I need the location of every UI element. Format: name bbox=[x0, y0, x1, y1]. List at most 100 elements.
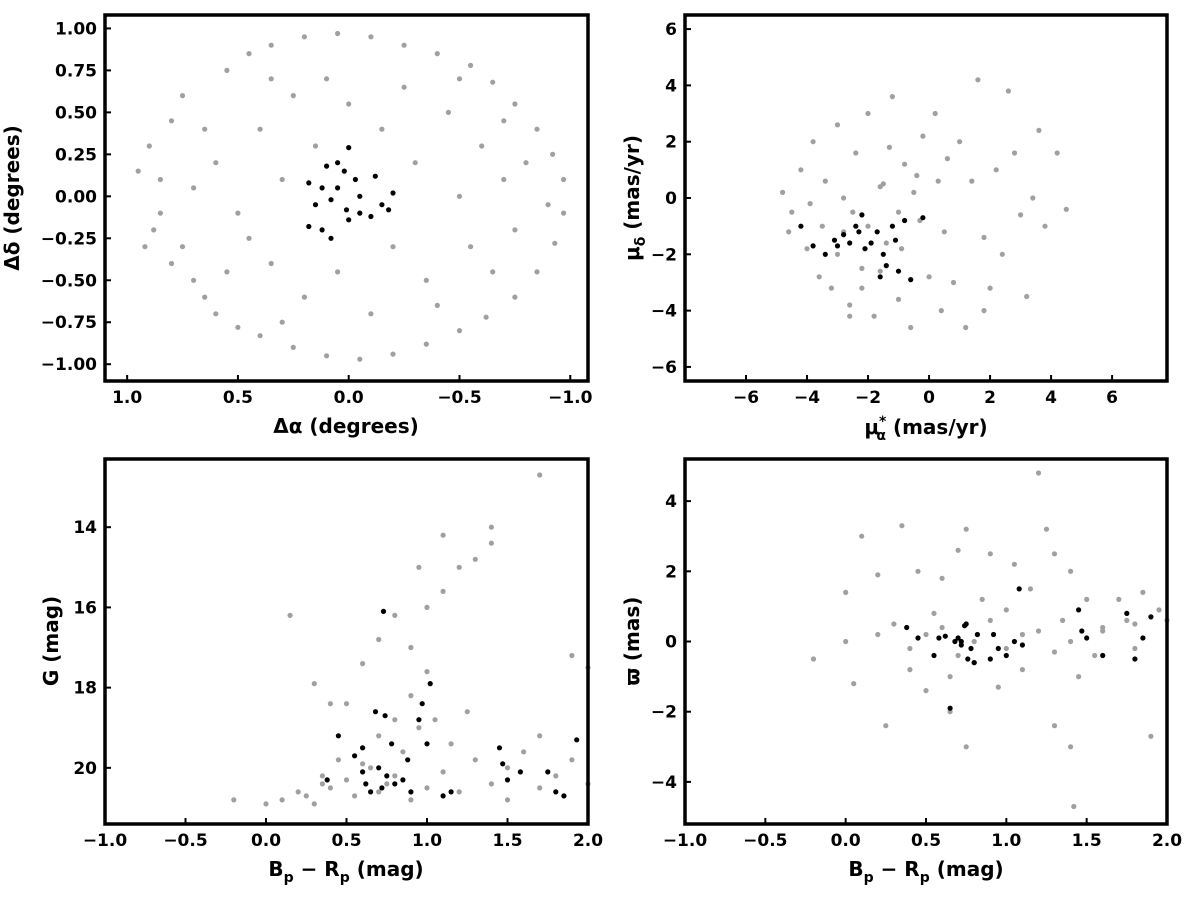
field-star-point bbox=[907, 667, 913, 673]
field-star-point bbox=[1116, 596, 1122, 603]
y-tick-label: −4 bbox=[651, 773, 677, 793]
plot-frame bbox=[683, 457, 1169, 826]
member-star-point bbox=[335, 733, 341, 739]
field-star-point bbox=[789, 209, 795, 215]
field-star-point bbox=[324, 76, 330, 82]
field-star-point bbox=[324, 353, 330, 359]
x-tick-label: 0.5 bbox=[223, 388, 253, 408]
y-tick-label: 0.25 bbox=[55, 145, 97, 165]
field-star-point bbox=[423, 277, 429, 283]
y-tick-label: 6 bbox=[665, 20, 677, 40]
field-star-point bbox=[440, 588, 446, 595]
field-star-point bbox=[819, 223, 825, 229]
field-star-point bbox=[479, 143, 485, 149]
field-star-point bbox=[135, 168, 141, 174]
member-star-point bbox=[561, 793, 567, 799]
field-star-point bbox=[552, 240, 558, 246]
field-star-point bbox=[537, 785, 543, 791]
field-star-point bbox=[335, 269, 341, 275]
field-star-point bbox=[412, 160, 418, 166]
member-star-point bbox=[368, 789, 374, 795]
x-tick-label: −1.0 bbox=[548, 388, 593, 408]
field-star-point bbox=[553, 773, 559, 779]
field-star-point bbox=[384, 781, 390, 787]
member-star-point bbox=[1148, 614, 1154, 620]
member-star-point bbox=[947, 705, 953, 711]
member-star-point bbox=[319, 227, 325, 233]
field-star-point bbox=[537, 472, 543, 478]
y-tick-label: 16 bbox=[73, 598, 97, 618]
field-star-point bbox=[279, 319, 285, 325]
field-star-point bbox=[168, 260, 175, 267]
member-star-point bbox=[892, 237, 899, 243]
member-star-point bbox=[372, 709, 379, 715]
field-star-point bbox=[235, 324, 241, 330]
x-tick-label: 0.0 bbox=[831, 831, 861, 851]
member-star-point bbox=[1140, 635, 1146, 641]
field-star-point bbox=[1063, 206, 1069, 212]
field-star-point bbox=[926, 274, 932, 280]
field-star-point bbox=[871, 313, 877, 319]
member-star-point bbox=[312, 202, 319, 208]
field-star-point bbox=[202, 126, 208, 132]
member-star-point bbox=[357, 193, 363, 199]
y-tick-label: −2 bbox=[651, 703, 677, 723]
field-star-point bbox=[279, 176, 285, 183]
field-star-point bbox=[895, 296, 902, 302]
x-tick-label: −2 bbox=[855, 388, 881, 408]
field-star-point bbox=[859, 285, 865, 291]
field-star-point bbox=[947, 674, 953, 680]
member-star-point bbox=[1019, 642, 1025, 648]
plot-frame bbox=[683, 13, 1169, 383]
field-star-point bbox=[235, 210, 241, 216]
y-tick-label: 0 bbox=[665, 633, 677, 653]
field-star-point bbox=[1071, 803, 1077, 810]
field-star-point bbox=[146, 143, 152, 149]
field-star-point bbox=[1060, 617, 1066, 624]
member-star-point bbox=[965, 656, 971, 662]
member-star-point bbox=[346, 145, 352, 151]
field-star-point bbox=[969, 178, 975, 184]
y-tick-label: −0.25 bbox=[41, 229, 97, 249]
member-star-point bbox=[504, 777, 511, 783]
field-star-point bbox=[408, 644, 414, 651]
member-star-point bbox=[343, 207, 350, 213]
field-star-point bbox=[1027, 586, 1033, 592]
member-star-point bbox=[1011, 638, 1018, 645]
field-star-point bbox=[939, 575, 945, 581]
field-star-point bbox=[963, 526, 969, 532]
member-star-point bbox=[952, 638, 958, 645]
field-star-point bbox=[488, 781, 494, 787]
x-tick-label: −0.5 bbox=[743, 831, 787, 851]
member-star-point bbox=[405, 757, 411, 763]
y-tick-label: −4 bbox=[651, 302, 677, 322]
field-star-point bbox=[301, 294, 307, 300]
member-star-point bbox=[448, 789, 454, 795]
field-star-point bbox=[834, 122, 841, 128]
field-star-point bbox=[938, 308, 944, 314]
field-star-point bbox=[816, 274, 822, 280]
field-star-point bbox=[335, 757, 341, 763]
field-star-point bbox=[534, 269, 540, 275]
member-star-point bbox=[810, 243, 816, 249]
member-star-point bbox=[427, 681, 433, 687]
x-tick-label: 2.0 bbox=[573, 831, 603, 851]
field-star-point bbox=[923, 631, 929, 638]
x-ticks: −1.0 −0.5 0.0 0.5 1.0 1.5 2.0 bbox=[663, 818, 1182, 851]
y-tick-label: 20 bbox=[73, 759, 97, 779]
field-star-point bbox=[950, 279, 957, 286]
field-star-point bbox=[472, 757, 478, 763]
field-star-point bbox=[850, 209, 856, 215]
member-star-point bbox=[847, 240, 853, 246]
field-star-point bbox=[822, 178, 828, 184]
y-ticks: 4 2 0 −2 −4 bbox=[651, 492, 691, 793]
field-star-point bbox=[352, 793, 358, 799]
field-star-point bbox=[1051, 723, 1058, 729]
panel-position: 1.0 0.5 0.0 −0.5 −1.0 1.00 0.75 0.50 0.25 0.00 −0… bbox=[0, 13, 593, 438]
field-star-point bbox=[895, 209, 902, 215]
field-star-point bbox=[179, 244, 186, 250]
y-tick-label: 4 bbox=[665, 492, 677, 512]
field-star-point bbox=[213, 311, 219, 317]
field-star-point bbox=[810, 139, 816, 145]
field-star-point bbox=[416, 725, 422, 731]
